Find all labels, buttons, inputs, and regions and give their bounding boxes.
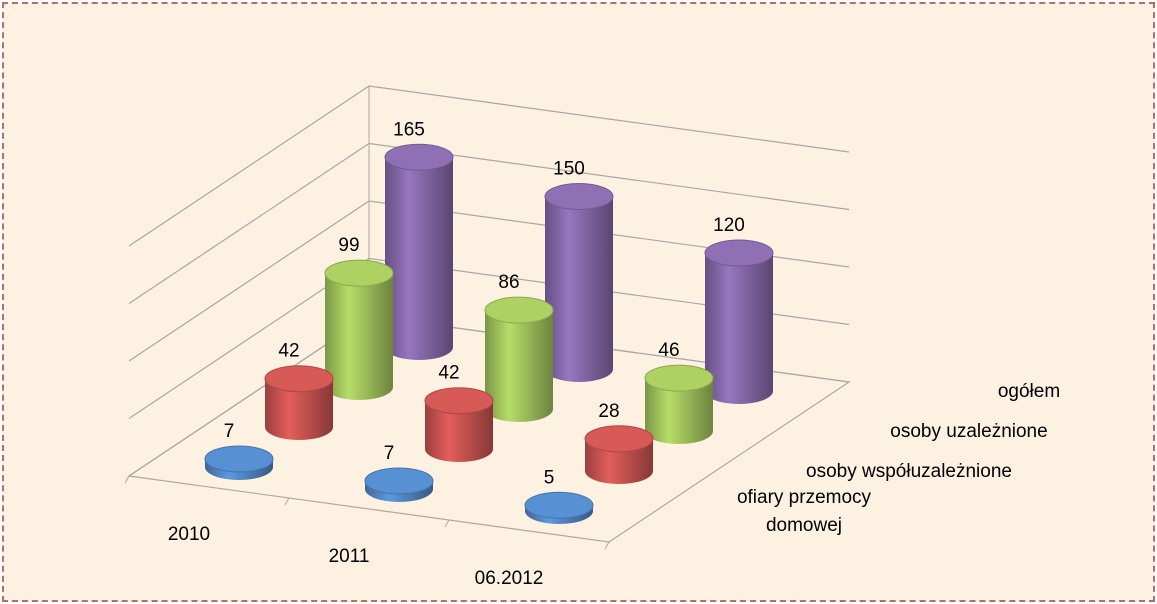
data-label: 165 xyxy=(393,119,425,140)
bar xyxy=(425,400,493,462)
bar-top xyxy=(544,183,614,210)
bar xyxy=(705,253,773,404)
chart: 2010 2011 06.2012 165 150 120 99 86 46 42 42 28 7 7 5 xyxy=(124,85,851,589)
x-tick xyxy=(604,541,610,550)
bar xyxy=(645,378,713,444)
data-label: 150 xyxy=(553,159,585,180)
bar-top xyxy=(704,239,774,267)
bar-top xyxy=(264,365,334,393)
bar-top xyxy=(524,491,594,519)
x-tick xyxy=(124,475,130,484)
data-label: 86 xyxy=(498,272,519,293)
x-tick xyxy=(444,519,450,528)
x-tick-label: 2010 xyxy=(168,524,210,545)
bar xyxy=(385,157,453,360)
series-label: ofiary przemocy domowej xyxy=(736,487,872,536)
data-label: 7 xyxy=(224,421,235,442)
data-label: 99 xyxy=(338,235,359,256)
bar-top xyxy=(204,445,274,473)
x-tick-label: 2011 xyxy=(329,546,370,567)
x-tick xyxy=(284,497,290,506)
bar-top xyxy=(484,296,554,324)
x-tick-label: 06.2012 xyxy=(475,568,544,589)
bar-top xyxy=(324,259,394,287)
bar xyxy=(545,196,613,382)
bar-top xyxy=(424,387,494,415)
bar xyxy=(265,378,333,440)
data-label: 120 xyxy=(713,215,745,236)
data-label: 42 xyxy=(438,363,459,384)
series-label: osoby uzależnione xyxy=(890,421,1048,442)
data-label: 28 xyxy=(598,401,619,422)
bar-top xyxy=(384,143,454,171)
data-label: 46 xyxy=(658,340,679,361)
bar-top xyxy=(584,425,654,453)
series-label: ogółem xyxy=(997,381,1061,402)
data-label: 42 xyxy=(278,341,299,362)
bar xyxy=(325,273,393,400)
series-label: osoby współuzależnione xyxy=(806,461,1012,482)
bar xyxy=(485,310,553,422)
data-label: 5 xyxy=(544,467,555,488)
bar-top xyxy=(644,364,714,392)
data-label: 7 xyxy=(384,443,395,464)
bar-top xyxy=(364,467,434,495)
